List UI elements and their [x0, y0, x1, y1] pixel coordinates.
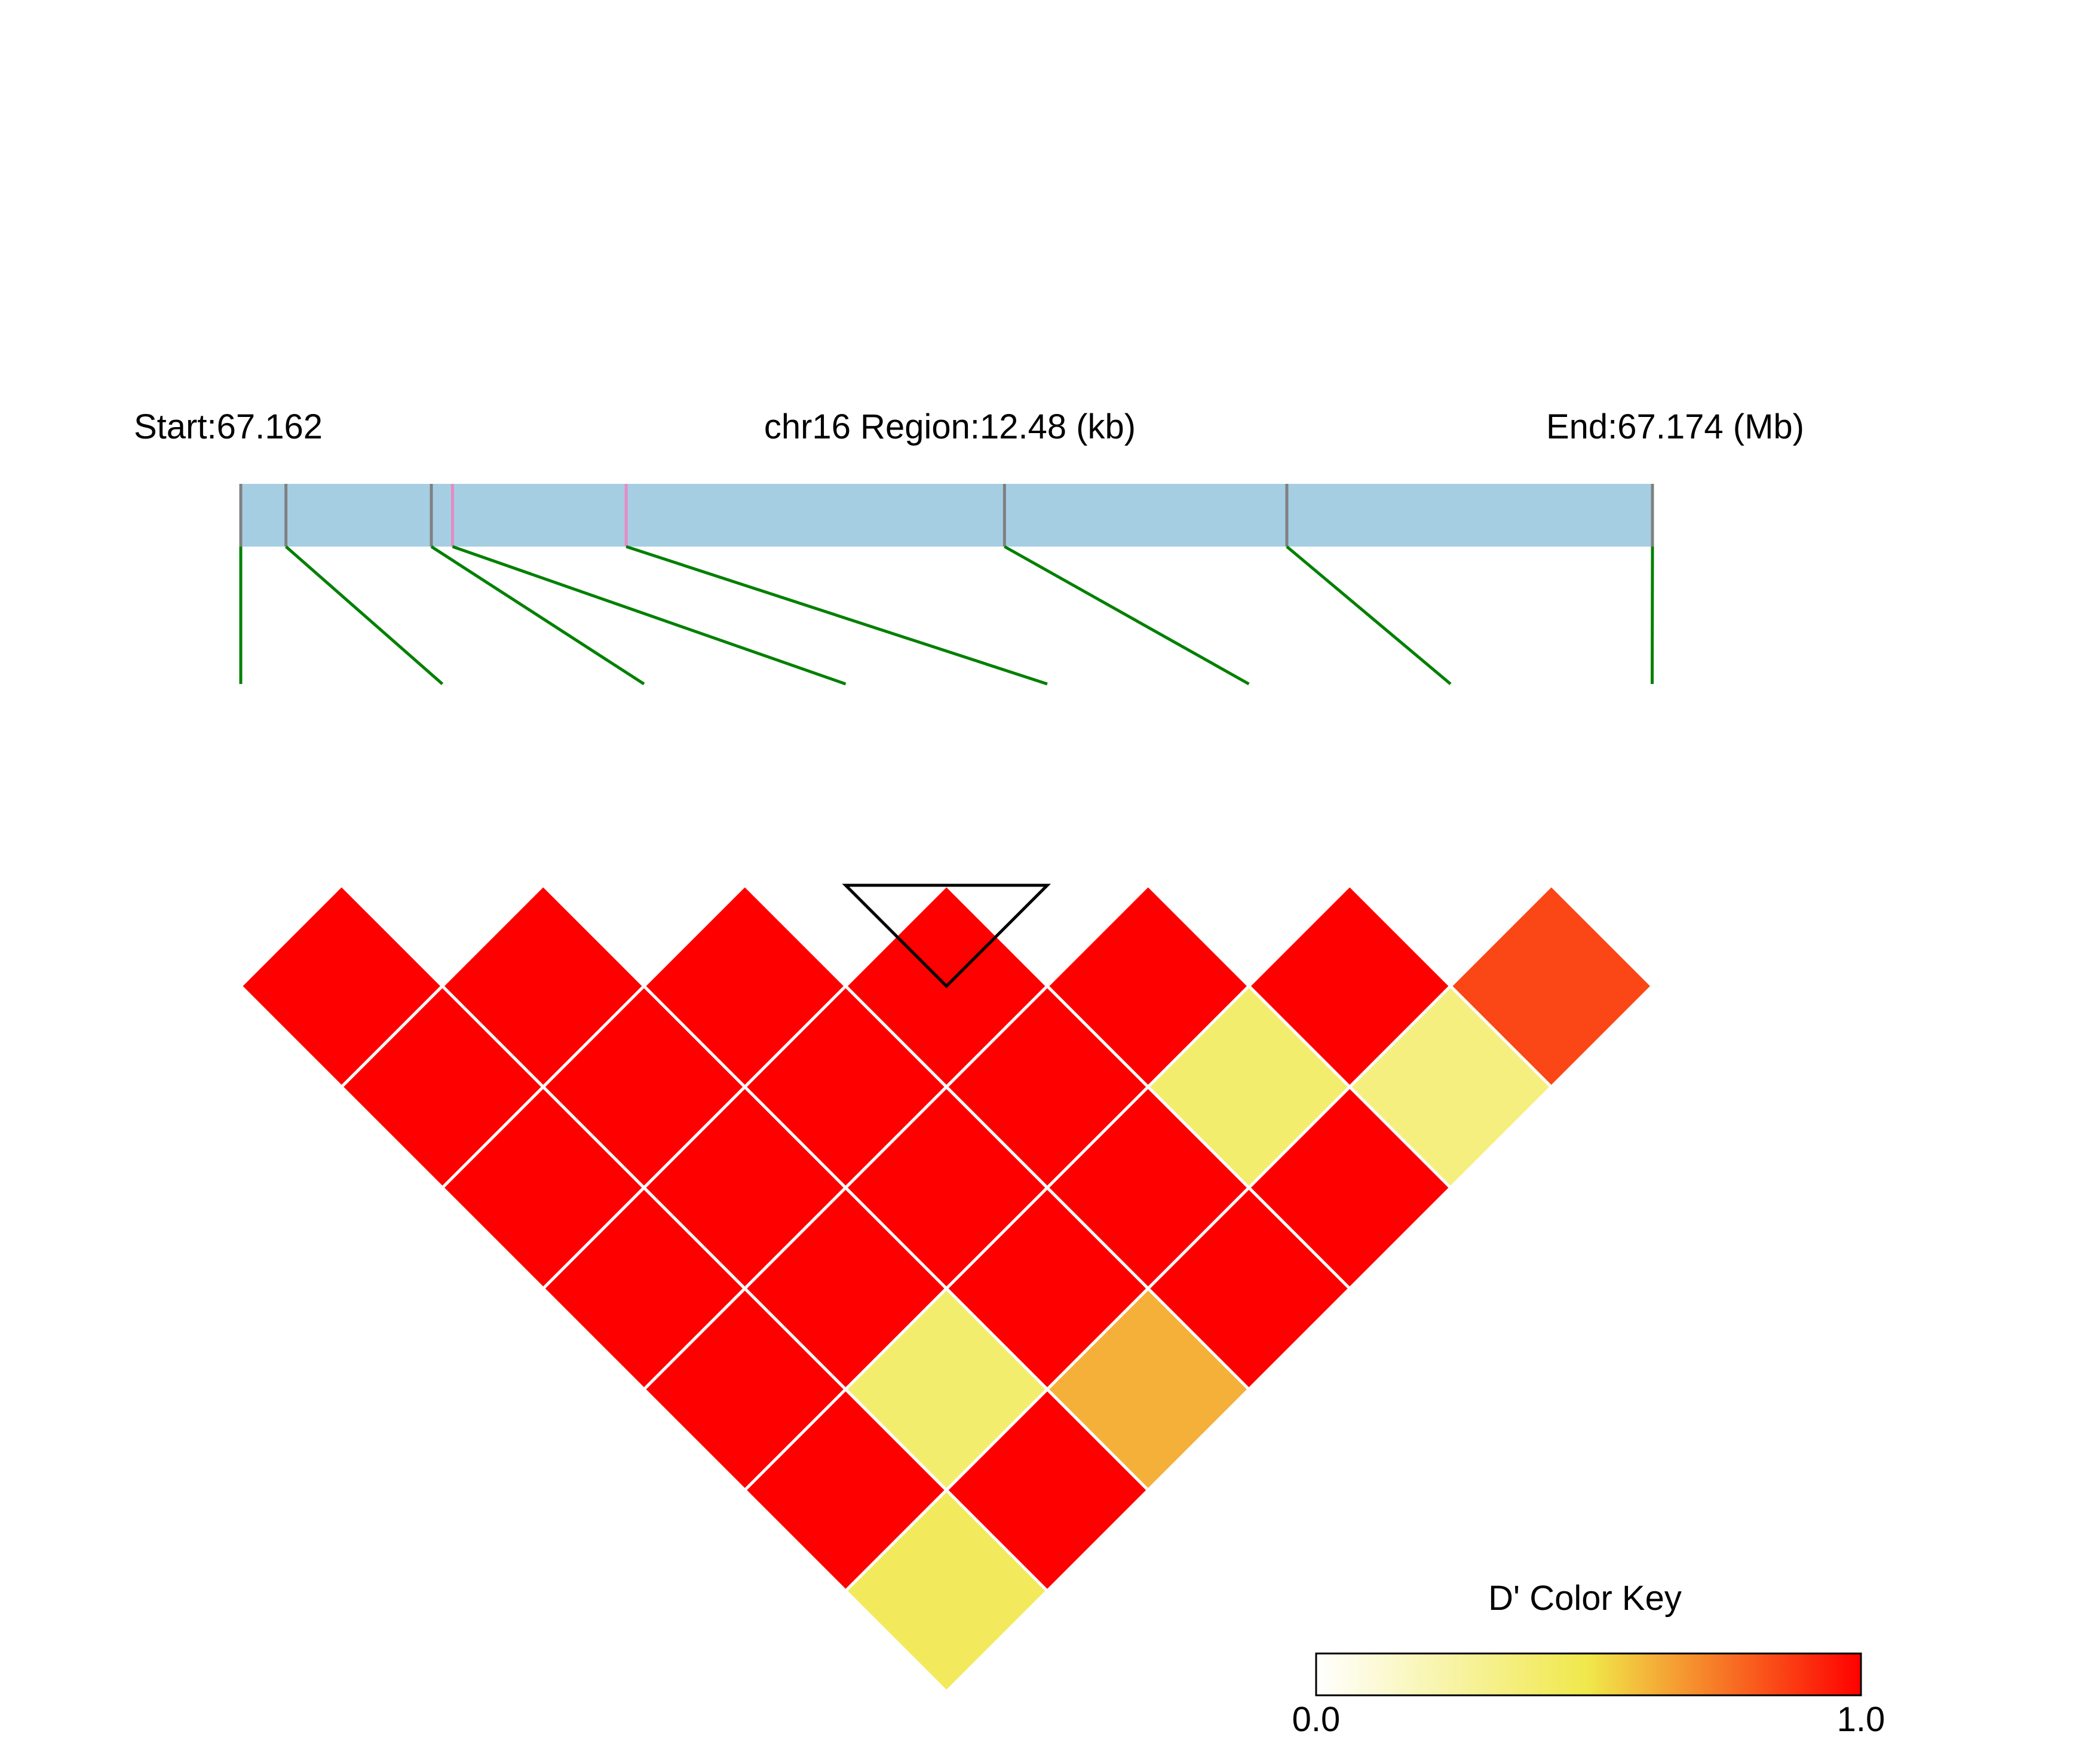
region-title: chr16 Region:12.48 (kb): [764, 407, 1136, 446]
region-end-label: End:67.174 (Mb): [1546, 407, 1804, 446]
ld-cell: [1448, 883, 1655, 1090]
snp-connector-line: [626, 545, 1048, 686]
snp-connector-line: [430, 545, 645, 686]
snp-tick-group: [239, 484, 1654, 547]
color-key-min-label: 0.0: [1292, 1700, 1341, 1739]
color-key-max-label: 1.0: [1837, 1700, 1885, 1739]
snp-connector-line: [284, 545, 444, 685]
snp-connector-line: [1651, 546, 1654, 685]
ld-block-group: [842, 883, 1051, 989]
snp-connector-line: [1286, 545, 1452, 685]
snp-connector-line: [1004, 545, 1250, 686]
color-key-gradient-bar: [1315, 1652, 1862, 1696]
color-key: D' Color Key 0.0 1.0: [1292, 1579, 1885, 1739]
snp-connector-group: [239, 545, 1654, 686]
snp-connector-line: [452, 545, 847, 686]
color-key-title: D' Color Key: [1488, 1579, 1682, 1618]
region-bar: [241, 484, 1652, 547]
ld-block-outline: [842, 883, 1051, 989]
ld-cell-group: [238, 883, 1655, 1694]
region-start-label: Start:67.162: [134, 407, 323, 446]
